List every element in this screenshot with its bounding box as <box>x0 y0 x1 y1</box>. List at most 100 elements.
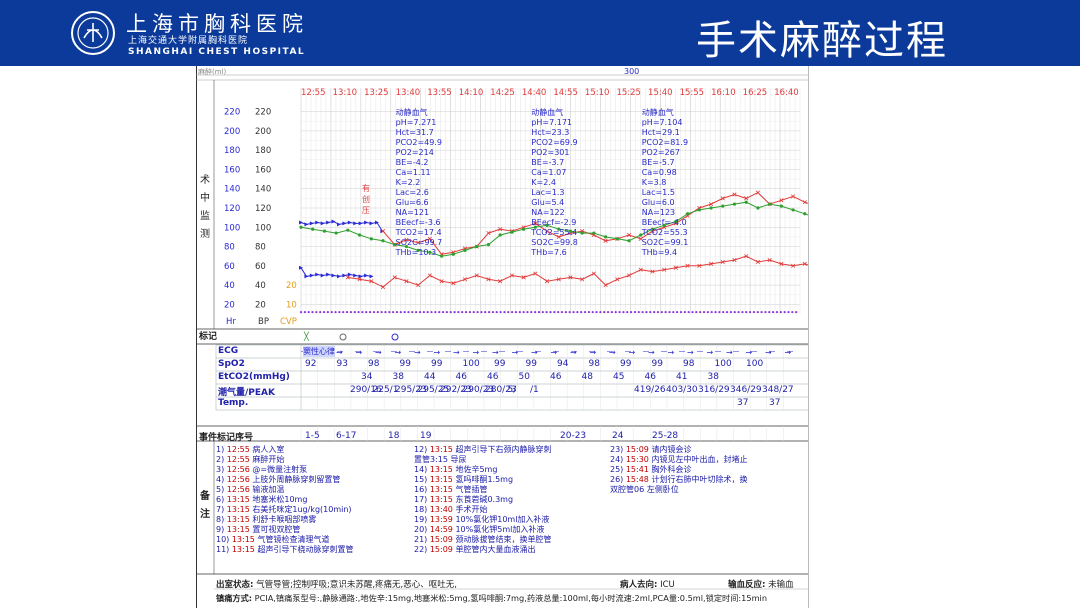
ecg-arrow-icon: → <box>687 348 694 357</box>
series-point-map <box>674 219 678 224</box>
spo2-value: 99 <box>399 359 411 369</box>
series-point-bp <box>345 275 350 280</box>
cvp-point <box>464 310 468 314</box>
note-number: 16) <box>414 485 430 494</box>
note-text: 病人入室 <box>252 445 285 454</box>
note-time: 15:09 <box>625 445 652 454</box>
note-entry: 3) 12:56 @=微量注射泵 <box>216 465 353 475</box>
note-time: 15:09 <box>429 545 456 554</box>
bp-tick-label: 120 <box>255 204 271 214</box>
spo2-value: 99 <box>525 359 537 369</box>
cvp-point <box>710 310 713 314</box>
cvp-point <box>783 310 786 314</box>
cvp-point <box>603 310 606 314</box>
cvp-point <box>338 310 341 314</box>
series-point-bp <box>767 257 772 263</box>
note-time: 12:56 <box>226 485 253 494</box>
note-entry: 16) 13:15 气管插管 <box>414 485 551 495</box>
series-point-bp <box>533 271 538 276</box>
cvp-point <box>706 310 709 314</box>
cvp-point <box>660 310 663 314</box>
ecg-arrow-icon: → <box>609 348 616 357</box>
cvp-point <box>395 310 399 314</box>
ecg-arrow-icon: → <box>707 348 714 357</box>
cvp-point <box>641 310 644 314</box>
spo2-value: 99 <box>494 359 506 369</box>
cvp-point <box>537 310 541 314</box>
spo2-value: 94 <box>557 359 569 369</box>
note-text: 气管插管 <box>455 485 488 494</box>
series-point-hr <box>336 222 341 227</box>
note-text: 气管镜检查清理气道 <box>257 535 330 544</box>
note-time: 12:55 <box>226 445 253 454</box>
note-text: 地佐辛5mg <box>455 465 498 474</box>
note-time: 12:56 <box>226 475 253 484</box>
analgesia-line: 镇痛方式: PCIA,镇痛泵型号:,静脉通路:,地佐辛:15mg,地塞米松:5m… <box>216 592 767 604</box>
exit-status-text: 气管导管;控制呼吸;意识未苏醒,疼痛无,恶心、呕吐无, <box>256 580 457 590</box>
cvp-point <box>415 310 418 314</box>
series-point-map <box>791 208 795 212</box>
note-number: 2) <box>216 455 227 464</box>
spo2-value: 99 <box>651 359 663 369</box>
ecg-arrow-icon: → <box>648 348 655 357</box>
slide-title: 手术麻醉过程 <box>696 18 948 64</box>
cvp-point <box>380 310 383 314</box>
note-number: 19) <box>414 515 430 524</box>
temp-value: 37 <box>769 398 781 408</box>
series-point-bp <box>779 261 784 266</box>
note-number: 26) <box>610 475 626 484</box>
cvp-point <box>760 310 763 314</box>
cvp-point <box>630 310 633 314</box>
series-point-bp <box>498 279 503 284</box>
series-point-bp <box>591 271 596 276</box>
series-point-hr <box>299 265 303 270</box>
cvp-point <box>299 310 303 314</box>
note-time: 15:48 <box>625 475 652 484</box>
note-entry: 9) 13:15 置可视双腔管 <box>216 525 353 535</box>
marker-circle <box>391 333 399 341</box>
event-number: 18 <box>388 431 400 441</box>
series-point-hr <box>353 273 358 278</box>
ecg-arrow-icon: → <box>785 348 792 357</box>
etco2-value: 44 <box>424 372 436 382</box>
note-entry: 8) 13:15 利舒卡喉咽部喷雾 <box>216 515 353 525</box>
time-tick-label: 14:25 <box>490 88 514 98</box>
header-bar: 上海市胸科医院 上海交通大学附属胸科医院 SHANGHAI CHEST HOSP… <box>0 0 1080 66</box>
transfusion-label: 输血反应: <box>728 580 766 590</box>
cvp-point <box>384 310 387 314</box>
ecg-arrow-icon: → <box>765 348 772 357</box>
note-entry: 12) 13:15 超声引导下右颈内静脉穿刺 <box>414 445 551 455</box>
cvp-point <box>388 310 391 314</box>
cvp-point <box>487 310 491 314</box>
series-point-map <box>498 233 502 237</box>
series-point-bp <box>755 259 760 265</box>
note-entry: 置管3:15 导尿 <box>414 455 551 465</box>
cvp-point <box>606 310 610 314</box>
hr-tick-label: 220 <box>224 108 240 118</box>
notes-column-1: 1) 12:55 病人入室 2) 12:55 麻醉开始 3) 12:56 @=微量注… <box>216 445 353 555</box>
hr-tick-label: 180 <box>224 146 240 156</box>
side-label-char: 术 <box>200 175 210 186</box>
series-point-map <box>768 202 772 206</box>
series-point-hr <box>320 221 325 226</box>
note-entry: 2) 12:55 麻醉开始 <box>216 455 353 465</box>
cvp-point <box>349 310 352 314</box>
ecg-arrow-icon: → <box>590 348 597 357</box>
note-entry: 21) 15:09 颈动脉拔管结束，换单腔管 <box>414 535 551 545</box>
hospital-name-cn: 上海市胸科医院 <box>126 12 308 36</box>
time-tick-label: 15:25 <box>616 88 641 98</box>
ecg-arrow-icon: → <box>434 348 441 357</box>
series-point-map <box>393 243 397 247</box>
tidal-value: 280/23 <box>485 385 517 395</box>
note-number: 3) <box>216 465 227 474</box>
note-number: 9) <box>216 525 227 534</box>
series-point-hr <box>353 221 358 226</box>
series-point-hr <box>315 272 320 277</box>
notes-label-char: 注 <box>200 509 210 520</box>
note-number: 4) <box>216 475 227 484</box>
cvp-point <box>664 310 667 314</box>
ecg-arrow-icon: → <box>746 348 753 357</box>
series-point-bp <box>662 267 667 272</box>
time-tick-label: 16:10 <box>711 88 736 98</box>
cvp-point <box>752 310 756 314</box>
